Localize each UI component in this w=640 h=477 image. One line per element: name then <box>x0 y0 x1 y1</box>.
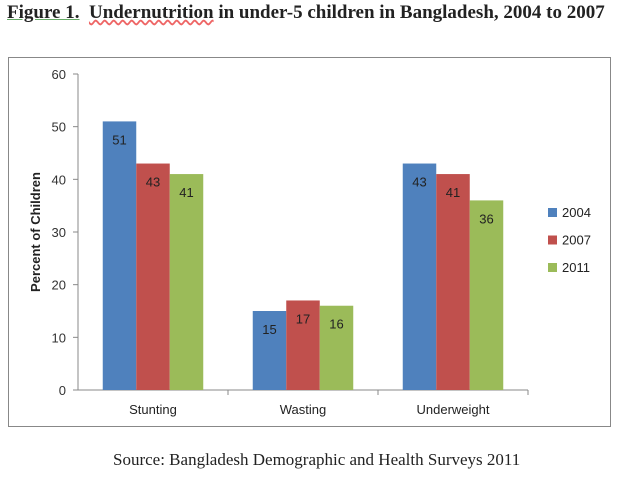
legend-label: 2011 <box>562 260 590 275</box>
legend-swatch <box>548 263 557 272</box>
x-tick-label: Underweight <box>417 402 490 417</box>
legend-label: 2004 <box>562 205 591 220</box>
chart-frame <box>8 57 611 427</box>
legend-swatch <box>548 208 557 217</box>
figure-label: Figure 1. <box>7 2 80 23</box>
bar-2007 <box>286 300 320 390</box>
x-tick-label: Wasting <box>280 402 326 417</box>
data-label: 43 <box>146 175 160 190</box>
y-axis-title: Percent of Children <box>28 172 43 292</box>
y-tick-label: 30 <box>52 225 66 240</box>
legend-label: 2007 <box>562 233 591 248</box>
data-label: 36 <box>479 211 493 226</box>
y-tick-label: 0 <box>59 383 66 398</box>
data-label: 17 <box>296 311 310 326</box>
data-label: 41 <box>179 185 193 200</box>
legend-swatch <box>548 235 557 245</box>
title-rest: in under-5 children in Bangladesh, 2004 … <box>218 2 605 23</box>
bar-2004 <box>402 163 437 390</box>
y-tick-label: 50 <box>52 120 66 135</box>
data-label: 51 <box>112 132 126 147</box>
bar-2011 <box>169 174 204 390</box>
data-label: 16 <box>329 317 343 332</box>
bar-2007 <box>136 163 170 390</box>
y-tick-label: 40 <box>52 172 66 187</box>
bar-2004 <box>252 311 287 390</box>
source-note: Source: Bangladesh Demographic and Healt… <box>113 450 521 469</box>
data-label: 41 <box>446 185 460 200</box>
title-word: Undernutrition <box>88 2 214 23</box>
data-label: 43 <box>412 175 426 190</box>
bar-2011 <box>319 305 354 390</box>
bar-2007 <box>436 174 470 390</box>
data-label: 15 <box>262 322 276 337</box>
bar-2004 <box>102 121 137 391</box>
x-tick-label: Stunting <box>129 402 177 417</box>
y-tick-label: 60 <box>52 67 66 82</box>
figure-title: Figure 1. Undernutrition in under-5 chil… <box>7 2 605 24</box>
bar-2011 <box>469 200 504 390</box>
y-tick-label: 20 <box>52 278 66 293</box>
y-tick-label: 10 <box>52 330 66 345</box>
